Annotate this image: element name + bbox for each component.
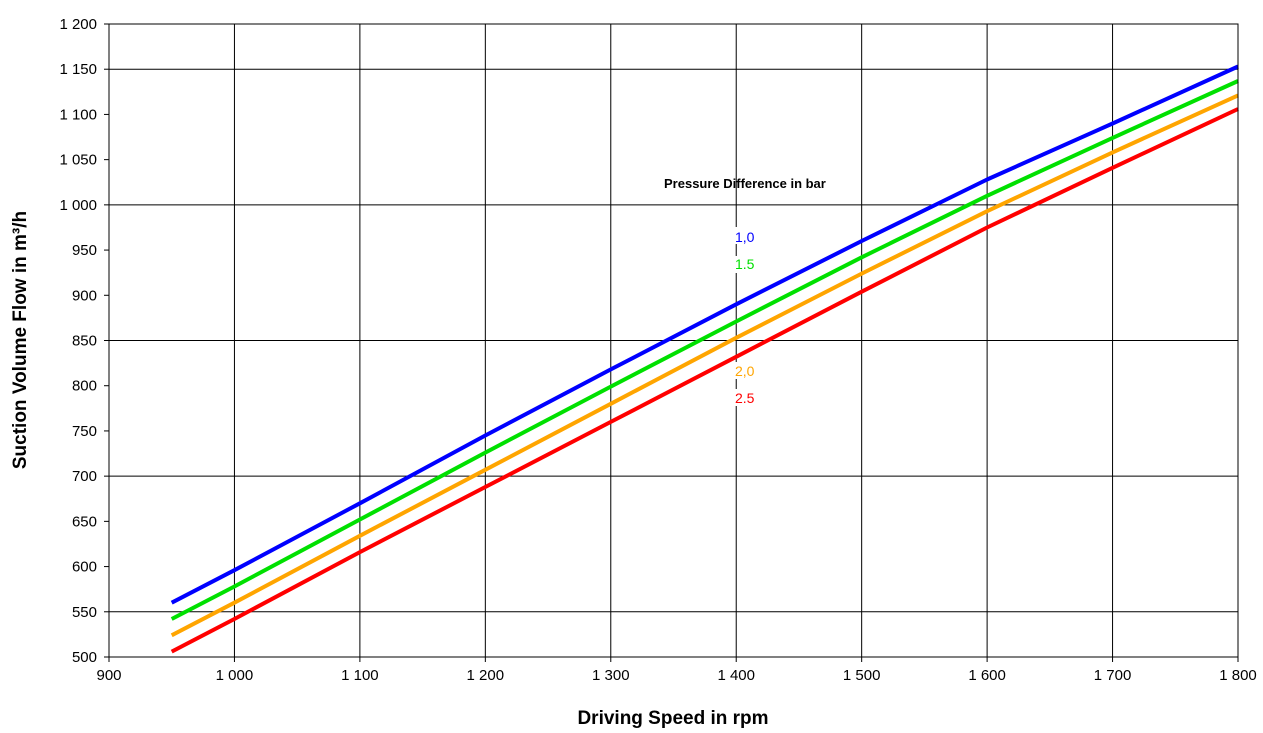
series-label-4: 2.5 xyxy=(735,390,755,406)
x-tick-label: 1 700 xyxy=(1094,667,1132,684)
series-label-2: 1.5 xyxy=(735,256,755,272)
series-label-bg-1 xyxy=(733,227,765,244)
x-tick-label: 1 000 xyxy=(216,667,254,684)
x-tick-label: 1 100 xyxy=(341,667,379,684)
legend-title: Pressure Difference in bar xyxy=(664,176,826,191)
x-tick-label: 1 400 xyxy=(717,667,755,684)
y-tick-label: 1 200 xyxy=(59,16,97,33)
y-tick-label: 500 xyxy=(72,649,97,666)
y-axis-title: Suction Volume Flow in m³/h xyxy=(10,211,31,469)
y-tick-label: 900 xyxy=(72,287,97,304)
x-tick-label: 1 600 xyxy=(968,667,1006,684)
series-lines xyxy=(170,64,1239,654)
series-label-bg-3 xyxy=(733,362,765,379)
y-tick-label: 750 xyxy=(72,423,97,440)
series-line-2 xyxy=(170,79,1239,621)
y-tick-label: 550 xyxy=(72,604,97,621)
series-line-3 xyxy=(170,93,1239,638)
x-axis-title: Driving Speed in rpm xyxy=(577,708,768,729)
x-tick-label: 1 500 xyxy=(843,667,881,684)
y-tick-label: 1 050 xyxy=(59,152,97,169)
y-tick-label: 800 xyxy=(72,378,97,395)
y-tick-label: 1 000 xyxy=(59,197,97,214)
y-tick-label: 1 150 xyxy=(59,61,97,78)
x-tick-label: 1 800 xyxy=(1219,667,1257,684)
series-line-4 xyxy=(170,107,1239,654)
series-label-bg-2 xyxy=(733,256,765,273)
series-line-1 xyxy=(170,64,1239,605)
grid xyxy=(109,24,1238,657)
x-tick-label: 1 200 xyxy=(467,667,505,684)
x-tick-label: 1 300 xyxy=(592,667,630,684)
y-tick-label: 700 xyxy=(72,468,97,485)
series-label-3: 2,0 xyxy=(735,363,755,379)
y-tick-label: 850 xyxy=(72,333,97,350)
y-axis-ticks: 500 550 600 650 700 750 800 850 900 950 1 000 1 050… xyxy=(59,16,109,666)
y-tick-label: 1 100 xyxy=(59,106,97,123)
y-tick-label: 600 xyxy=(72,559,97,576)
y-tick-label: 950 xyxy=(72,242,97,259)
x-axis-ticks: 900 1 000 1 100 1 200 1 300 1 400 1 500 1 600 1 … xyxy=(96,657,1257,684)
series-labels: 1,0 1.5 2,0 2.5 xyxy=(733,227,765,406)
y-tick-label: 650 xyxy=(72,513,97,530)
x-tick-label: 900 xyxy=(96,667,121,684)
series-label-1: 1,0 xyxy=(735,229,755,245)
series-label-bg-4 xyxy=(733,389,765,406)
